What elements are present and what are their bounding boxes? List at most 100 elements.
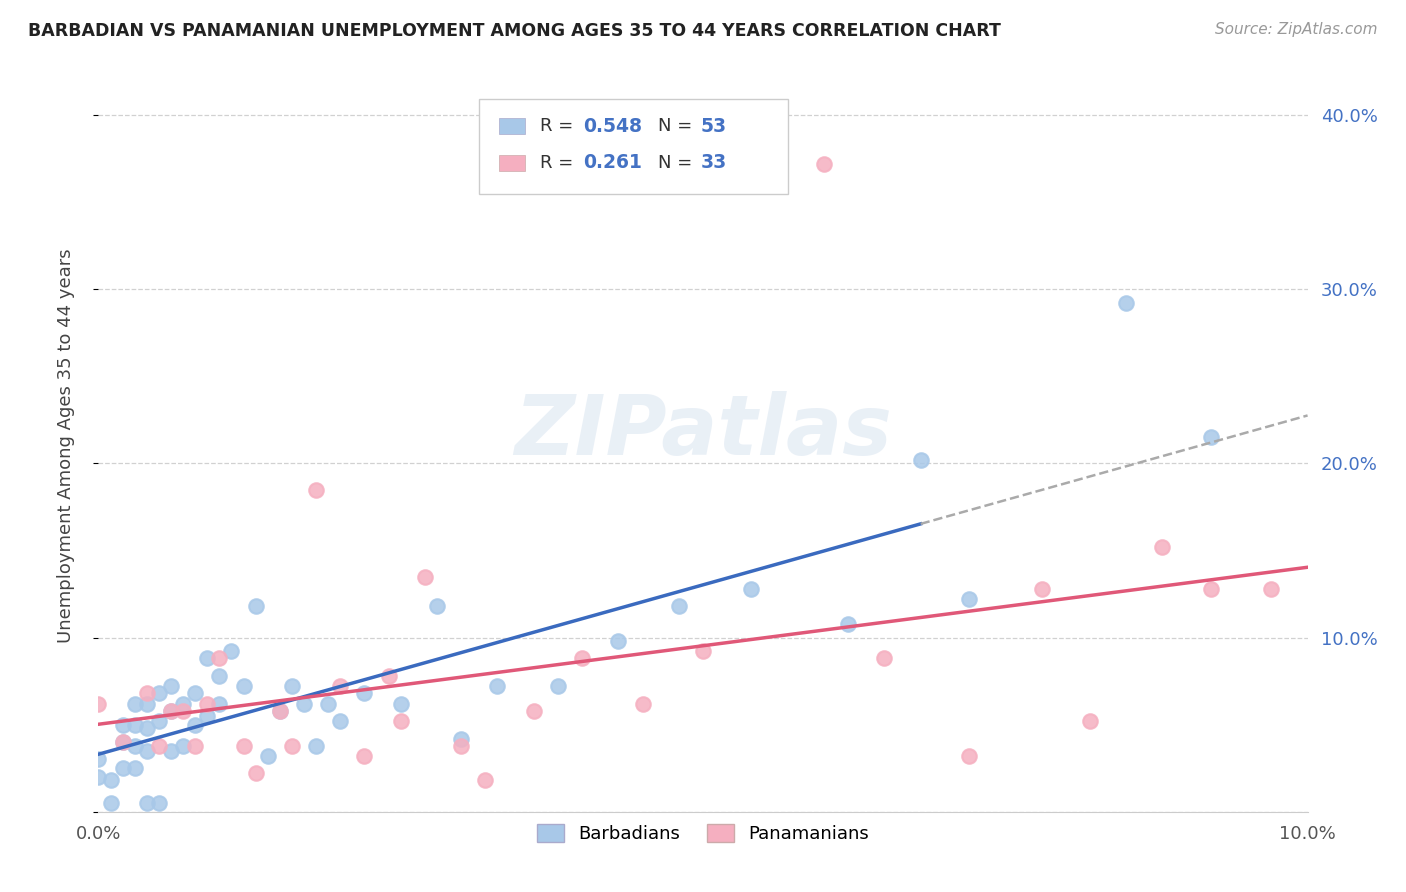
Point — [1260, 582, 1282, 596]
Point — [184, 717, 207, 731]
Point — [100, 773, 122, 788]
Point — [292, 697, 315, 711]
Text: 0.261: 0.261 — [583, 153, 643, 172]
Point — [305, 739, 328, 753]
Point — [413, 569, 436, 583]
Y-axis label: Unemployment Among Ages 35 to 44 years: Unemployment Among Ages 35 to 44 years — [56, 249, 75, 643]
Point — [135, 744, 157, 758]
Point — [87, 770, 110, 784]
Point — [172, 739, 194, 753]
Point — [523, 704, 546, 718]
Point — [148, 686, 170, 700]
Point — [221, 644, 243, 658]
Point — [281, 679, 304, 693]
Point — [208, 697, 231, 711]
Point — [135, 686, 157, 700]
Point — [256, 749, 278, 764]
Point — [195, 697, 218, 711]
Point — [426, 599, 449, 614]
Text: ZIPatlas: ZIPatlas — [515, 391, 891, 472]
Point — [474, 773, 496, 788]
Point — [124, 739, 146, 753]
Point — [910, 453, 932, 467]
Point — [1078, 714, 1101, 728]
Point — [172, 704, 194, 718]
Point — [1115, 296, 1137, 310]
Point — [100, 796, 122, 810]
Point — [957, 749, 980, 764]
Point — [957, 592, 980, 607]
Point — [195, 651, 218, 665]
Text: 33: 33 — [700, 153, 727, 172]
Point — [305, 483, 328, 497]
Point — [195, 709, 218, 723]
Point — [631, 697, 654, 711]
Point — [111, 735, 134, 749]
Text: N =: N = — [658, 154, 699, 172]
Point — [269, 704, 291, 718]
Point — [111, 735, 134, 749]
Point — [124, 717, 146, 731]
Point — [389, 714, 412, 728]
Point — [87, 697, 110, 711]
Point — [353, 749, 375, 764]
Point — [873, 651, 896, 665]
Point — [135, 721, 157, 735]
Point — [329, 679, 352, 693]
Point — [245, 599, 267, 614]
Point — [135, 796, 157, 810]
Point — [486, 679, 509, 693]
Bar — [499, 119, 526, 135]
Point — [571, 651, 593, 665]
Point — [124, 761, 146, 775]
Point — [184, 686, 207, 700]
Text: N =: N = — [658, 118, 699, 136]
FancyBboxPatch shape — [479, 99, 787, 194]
Text: 53: 53 — [700, 117, 727, 136]
Point — [269, 704, 291, 718]
Point — [160, 704, 183, 718]
Legend: Barbadians, Panamanians: Barbadians, Panamanians — [530, 816, 876, 850]
Point — [740, 582, 762, 596]
Point — [148, 739, 170, 753]
Text: BARBADIAN VS PANAMANIAN UNEMPLOYMENT AMONG AGES 35 TO 44 YEARS CORRELATION CHART: BARBADIAN VS PANAMANIAN UNEMPLOYMENT AMO… — [28, 22, 1001, 40]
Point — [450, 731, 472, 746]
Point — [160, 679, 183, 693]
Point — [377, 669, 399, 683]
Point — [353, 686, 375, 700]
Point — [316, 697, 339, 711]
Point — [1152, 540, 1174, 554]
Point — [281, 739, 304, 753]
Point — [148, 714, 170, 728]
Point — [692, 644, 714, 658]
Point — [245, 766, 267, 780]
Text: R =: R = — [540, 154, 579, 172]
Point — [160, 704, 183, 718]
Point — [111, 717, 134, 731]
Point — [329, 714, 352, 728]
Point — [1031, 582, 1053, 596]
Point — [607, 634, 630, 648]
Point — [148, 796, 170, 810]
Point — [208, 669, 231, 683]
Point — [1199, 582, 1222, 596]
Point — [668, 599, 690, 614]
Text: 0.548: 0.548 — [583, 117, 643, 136]
Bar — [499, 155, 526, 171]
Point — [450, 739, 472, 753]
Text: R =: R = — [540, 118, 579, 136]
Text: Source: ZipAtlas.com: Source: ZipAtlas.com — [1215, 22, 1378, 37]
Point — [184, 739, 207, 753]
Point — [160, 744, 183, 758]
Point — [111, 761, 134, 775]
Point — [87, 752, 110, 766]
Point — [813, 157, 835, 171]
Point — [232, 679, 254, 693]
Point — [124, 697, 146, 711]
Point — [135, 697, 157, 711]
Point — [208, 651, 231, 665]
Point — [547, 679, 569, 693]
Point — [837, 616, 859, 631]
Point — [232, 739, 254, 753]
Point — [389, 697, 412, 711]
